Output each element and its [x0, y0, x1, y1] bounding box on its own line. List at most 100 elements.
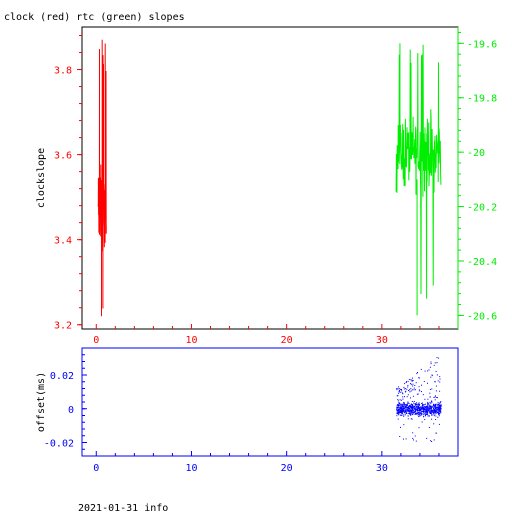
- offset-point: [429, 389, 431, 390]
- offset-point: [418, 377, 420, 378]
- offset-point: [396, 405, 398, 406]
- offset-point: [433, 423, 435, 425]
- offset-point: [408, 406, 410, 407]
- offset-point: [396, 404, 398, 406]
- offset-point: [431, 413, 432, 415]
- offset-point: [434, 404, 436, 406]
- offset-point: [399, 402, 401, 404]
- offset-point: [403, 403, 405, 405]
- offset-point: [438, 415, 440, 417]
- offset-point: [401, 390, 403, 392]
- offset-point: [429, 407, 431, 409]
- offset-point: [430, 408, 432, 410]
- offset-point: [409, 409, 411, 411]
- offset-point: [428, 407, 430, 409]
- offset-point: [399, 388, 401, 390]
- offset-point: [399, 399, 401, 401]
- offset-point: [410, 403, 412, 405]
- offset-point: [439, 402, 441, 404]
- offset-point: [433, 403, 435, 405]
- offset-point: [419, 409, 421, 411]
- offset-point: [416, 409, 418, 411]
- offset-point: [425, 410, 427, 412]
- offset-point: [423, 411, 425, 413]
- offset-point: [434, 410, 435, 412]
- offset-point: [427, 415, 429, 417]
- offset-point: [419, 415, 421, 417]
- offset-point: [411, 411, 413, 413]
- offset-point: [438, 407, 440, 409]
- offset-point: [437, 407, 439, 408]
- offset-point: [400, 399, 402, 401]
- offset-point: [428, 369, 430, 371]
- offset-point: [424, 419, 426, 420]
- offset-point: [434, 411, 435, 413]
- offset-point: [415, 407, 417, 409]
- offset-point: [425, 405, 427, 407]
- offset-point: [431, 401, 433, 403]
- offset-point: [397, 413, 399, 415]
- offset-point: [402, 405, 404, 407]
- offset-point: [414, 435, 416, 437]
- rtc-slope-line: [395, 44, 442, 299]
- offset-point: [397, 407, 399, 409]
- offset-y-tick-label: 0: [68, 405, 74, 416]
- offset-point: [396, 406, 398, 408]
- offset-point: [412, 414, 414, 416]
- offset-point: [398, 391, 400, 393]
- offset-point: [434, 362, 436, 364]
- offset-point: [433, 408, 435, 410]
- offset-point: [396, 389, 398, 391]
- offset-point: [433, 412, 435, 414]
- offset-point: [430, 406, 432, 408]
- offset-point: [415, 382, 417, 384]
- offset-point: [404, 404, 406, 406]
- offset-point: [416, 373, 418, 375]
- offset-point: [438, 405, 440, 407]
- offset-point: [438, 412, 440, 414]
- offset-point: [404, 388, 406, 390]
- offset-point: [396, 411, 398, 413]
- offset-point: [408, 408, 410, 409]
- slope-right-tick-label: -20.2: [467, 203, 497, 214]
- offset-point: [428, 412, 430, 414]
- offset-point: [412, 412, 414, 414]
- offset-point: [398, 404, 400, 406]
- offset-point: [413, 439, 414, 441]
- offset-point: [422, 413, 424, 415]
- offset-point: [421, 405, 423, 407]
- offset-point: [427, 402, 428, 404]
- offset-point: [397, 411, 399, 413]
- offset-point: [420, 409, 422, 411]
- offset-point: [398, 408, 399, 410]
- offset-point: [401, 389, 402, 390]
- offset-point: [399, 409, 400, 411]
- offset-point: [407, 403, 408, 405]
- offset-point: [436, 411, 438, 413]
- offset-point: [440, 411, 441, 412]
- offset-point: [412, 380, 414, 382]
- offset-point: [408, 390, 410, 391]
- offset-point: [422, 394, 424, 396]
- offset-x-tick-label: 20: [281, 463, 293, 474]
- offset-point: [424, 406, 426, 408]
- offset-point: [423, 413, 425, 415]
- offset-point: [409, 405, 411, 407]
- slope-left-tick-label: 3.6: [54, 151, 72, 162]
- offset-point: [414, 412, 416, 414]
- offset-point: [397, 413, 398, 414]
- offset-point: [415, 406, 417, 408]
- offset-point: [416, 412, 418, 414]
- offset-point: [439, 410, 441, 412]
- offset-point: [435, 411, 436, 413]
- offset-point: [415, 409, 416, 411]
- offset-point: [434, 404, 436, 406]
- offset-point: [407, 406, 409, 408]
- offset-point: [434, 409, 436, 411]
- offset-point: [431, 375, 433, 377]
- offset-point: [404, 409, 406, 411]
- offset-point: [417, 408, 419, 410]
- offset-x-tick-label: 0: [93, 463, 99, 474]
- offset-point: [401, 403, 403, 405]
